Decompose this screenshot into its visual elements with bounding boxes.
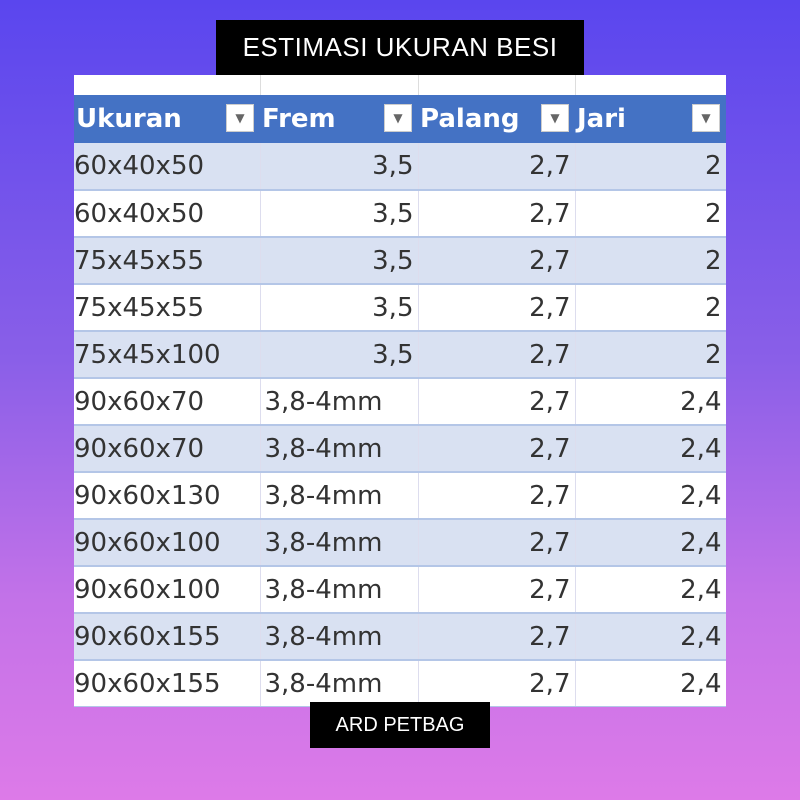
spreadsheet-table: Ukuran ▼ Frem ▼ Palang ▼ Jari ▼ 60x40x50 3,5 2…	[74, 75, 726, 707]
cell-jari[interactable]: 2,4	[575, 660, 726, 707]
filter-dropdown-icon[interactable]: ▼	[692, 104, 720, 132]
table-row: 90x60x100 3,8-4mm 2,7 2,4	[74, 566, 726, 614]
cell-palang[interactable]: 2,7	[418, 284, 576, 332]
cell-jari[interactable]: 2,4	[575, 472, 726, 520]
cell-ukuran[interactable]: 90x60x100	[74, 519, 261, 567]
cell-frem[interactable]: 3,5	[260, 143, 419, 191]
size-table: Ukuran ▼ Frem ▼ Palang ▼ Jari ▼ 60x40x50 3,5 2…	[74, 75, 726, 707]
cell-frem[interactable]: 3,5	[260, 331, 419, 379]
cell-frem[interactable]: 3,8-4mm	[260, 472, 419, 520]
cell-ukuran[interactable]: 90x60x100	[74, 566, 261, 614]
cell-palang[interactable]: 2,7	[418, 425, 576, 473]
cell-palang[interactable]: 2,7	[418, 472, 576, 520]
cell-ukuran[interactable]: 60x40x50	[74, 143, 261, 191]
cell-jari[interactable]: 2	[575, 190, 726, 238]
cell-palang[interactable]: 2,7	[418, 613, 576, 661]
cell-ukuran[interactable]: 90x60x70	[74, 378, 261, 426]
cell-palang[interactable]: 2,7	[418, 331, 576, 379]
cell-ukuran[interactable]: 90x60x70	[74, 425, 261, 473]
blank-row	[74, 75, 726, 95]
cell-palang[interactable]: 2,7	[418, 519, 576, 567]
cell-ukuran[interactable]: 90x60x155	[74, 613, 261, 661]
table-row: 90x60x155 3,8-4mm 2,7 2,4	[74, 613, 726, 661]
table-row: 90x60x155 3,8-4mm 2,7 2,4	[74, 660, 726, 707]
filter-dropdown-icon[interactable]: ▼	[226, 104, 254, 132]
table-row: 75x45x55 3,5 2,7 2	[74, 237, 726, 285]
cell-jari[interactable]: 2,4	[575, 425, 726, 473]
table-row: 90x60x70 3,8-4mm 2,7 2,4	[74, 425, 726, 473]
column-header-ukuran[interactable]: Ukuran ▼	[74, 95, 260, 143]
cell-frem[interactable]: 3,8-4mm	[260, 425, 419, 473]
cell-frem[interactable]: 3,5	[260, 237, 419, 285]
cell-jari[interactable]: 2	[575, 237, 726, 285]
cell-ukuran[interactable]: 75x45x100	[74, 331, 261, 379]
cell-ukuran[interactable]: 75x45x55	[74, 237, 261, 285]
cell-frem[interactable]: 3,8-4mm	[260, 660, 419, 707]
cell-palang[interactable]: 2,7	[418, 378, 576, 426]
column-header-jari[interactable]: Jari ▼	[575, 95, 726, 143]
filter-dropdown-icon[interactable]: ▼	[541, 104, 569, 132]
cell-ukuran[interactable]: 60x40x50	[74, 190, 261, 238]
cell-frem[interactable]: 3,8-4mm	[260, 566, 419, 614]
table-row: 60x40x50 3,5 2,7 2	[74, 190, 726, 238]
header-row: Ukuran ▼ Frem ▼ Palang ▼ Jari ▼	[74, 95, 726, 143]
table-row: 90x60x100 3,8-4mm 2,7 2,4	[74, 519, 726, 567]
cell-jari[interactable]: 2,4	[575, 519, 726, 567]
table-row: 75x45x55 3,5 2,7 2	[74, 284, 726, 332]
cell-jari[interactable]: 2	[575, 143, 726, 191]
cell-frem[interactable]: 3,8-4mm	[260, 519, 419, 567]
cell-frem[interactable]: 3,8-4mm	[260, 613, 419, 661]
cell-jari[interactable]: 2,4	[575, 613, 726, 661]
column-header-frem[interactable]: Frem ▼	[260, 95, 418, 143]
filter-dropdown-icon[interactable]: ▼	[384, 104, 412, 132]
table-row: 90x60x70 3,8-4mm 2,7 2,4	[74, 378, 726, 426]
cell-frem[interactable]: 3,8-4mm	[260, 378, 419, 426]
cell-ukuran[interactable]: 75x45x55	[74, 284, 261, 332]
cell-frem[interactable]: 3,5	[260, 284, 419, 332]
cell-palang[interactable]: 2,7	[418, 660, 576, 707]
cell-frem[interactable]: 3,5	[260, 190, 419, 238]
table-row: 90x60x130 3,8-4mm 2,7 2,4	[74, 472, 726, 520]
cell-palang[interactable]: 2,7	[418, 566, 576, 614]
title-banner: ESTIMASI UKURAN BESI	[216, 20, 584, 75]
table-row: 60x40x50 3,5 2,7 2	[74, 143, 726, 191]
cell-jari[interactable]: 2	[575, 331, 726, 379]
cell-ukuran[interactable]: 90x60x155	[74, 660, 261, 707]
brand-label: ARD PETBAG	[310, 702, 490, 748]
cell-palang[interactable]: 2,7	[418, 237, 576, 285]
cell-jari[interactable]: 2,4	[575, 566, 726, 614]
cell-palang[interactable]: 2,7	[418, 190, 576, 238]
cell-jari[interactable]: 2,4	[575, 378, 726, 426]
cell-jari[interactable]: 2	[575, 284, 726, 332]
column-header-palang[interactable]: Palang ▼	[418, 95, 575, 143]
cell-palang[interactable]: 2,7	[418, 143, 576, 191]
cell-ukuran[interactable]: 90x60x130	[74, 472, 261, 520]
table-row: 75x45x100 3,5 2,7 2	[74, 331, 726, 379]
